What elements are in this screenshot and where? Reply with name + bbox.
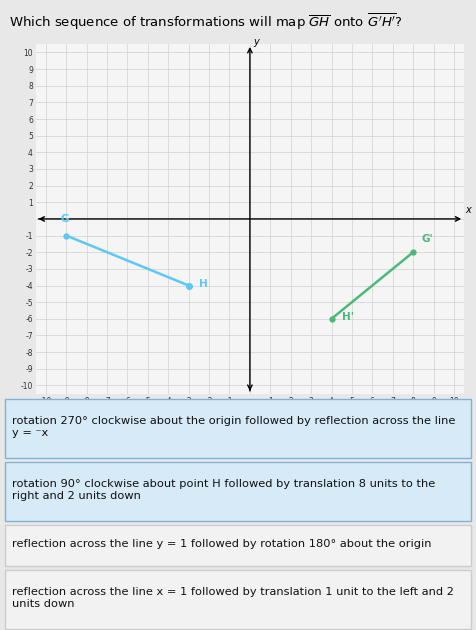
- Text: H': H': [342, 312, 354, 322]
- Text: rotation 90° clockwise about point H followed by translation 8 units to the
righ: rotation 90° clockwise about point H fol…: [12, 479, 435, 501]
- Text: reflection across the line x = 1 followed by translation 1 unit to the left and : reflection across the line x = 1 followe…: [12, 587, 454, 609]
- Text: y: y: [253, 37, 259, 47]
- Text: x: x: [465, 205, 471, 215]
- Text: G: G: [60, 214, 69, 224]
- Text: Which sequence of transformations will map $\overline{GH}$ onto $\overline{G'H'}: Which sequence of transformations will m…: [10, 12, 403, 32]
- Text: reflection across the line y = 1 followed by rotation 180° about the origin: reflection across the line y = 1 followe…: [12, 539, 431, 549]
- Text: H: H: [199, 279, 208, 289]
- FancyBboxPatch shape: [5, 399, 471, 458]
- FancyBboxPatch shape: [5, 525, 471, 566]
- FancyBboxPatch shape: [5, 462, 471, 521]
- FancyBboxPatch shape: [5, 570, 471, 629]
- Text: G': G': [421, 234, 433, 244]
- Text: rotation 270° clockwise about the origin followed by reflection across the line
: rotation 270° clockwise about the origin…: [12, 416, 455, 438]
